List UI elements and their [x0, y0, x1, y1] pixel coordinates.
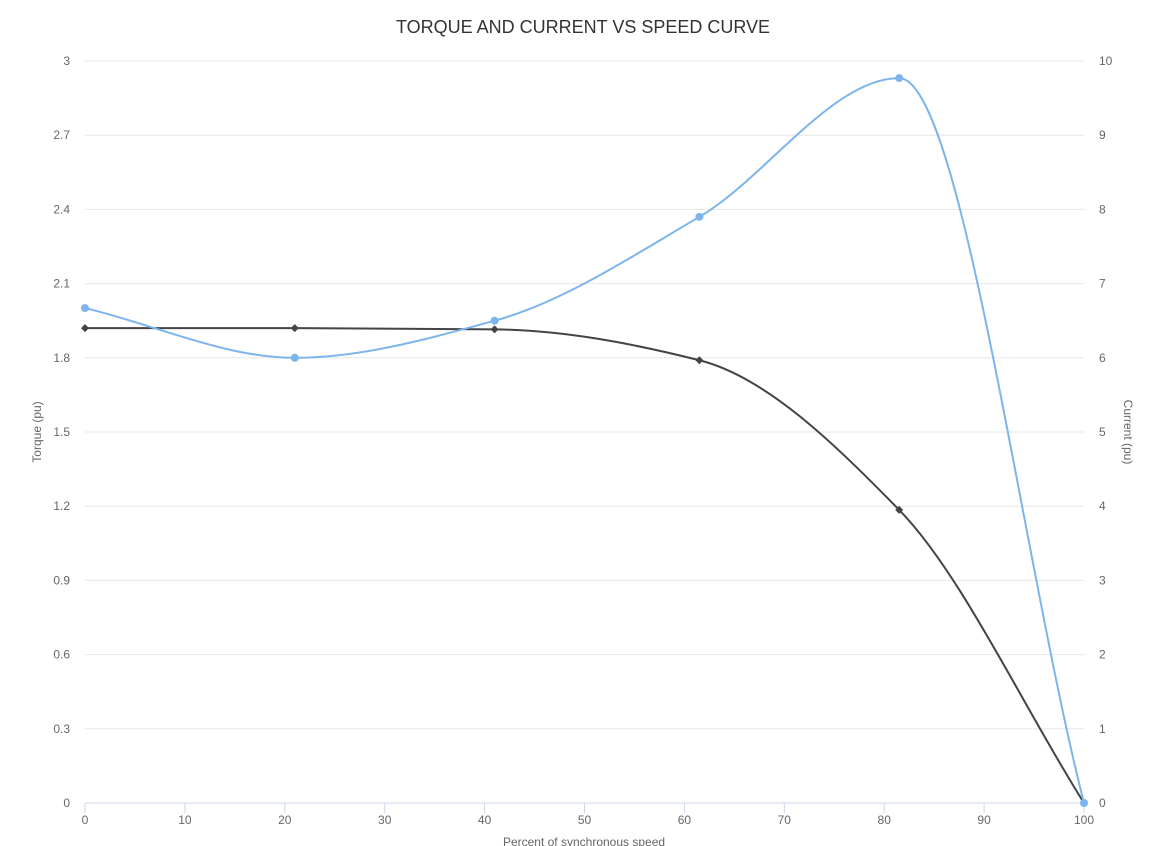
y-left-tick-label: 1.5 [53, 425, 70, 439]
current-data-point[interactable] [1080, 799, 1088, 807]
current-data-point[interactable] [490, 316, 499, 325]
y-left-tick-label: 2.7 [53, 128, 70, 142]
current-data-point[interactable] [81, 304, 89, 313]
torque-data-point[interactable] [895, 505, 904, 514]
torque-series-line [84, 327, 1085, 804]
y-left-tick-label: 2.1 [53, 277, 70, 291]
current-series-line [84, 77, 1085, 804]
x-tick-label: 0 [82, 813, 89, 827]
chart-title: TORQUE AND CURRENT VS SPEED CURVE [396, 17, 770, 37]
y-right-tick-label: 10 [1099, 54, 1113, 68]
y-right-tick-label: 0 [1099, 796, 1106, 810]
y-right-tick-label: 1 [1099, 722, 1106, 736]
x-tick-label: 10 [178, 813, 192, 827]
current-data-point[interactable] [695, 212, 704, 221]
current-data-point[interactable] [290, 353, 299, 362]
y-right-tick-label: 8 [1099, 202, 1106, 216]
torque-data-point[interactable] [695, 356, 704, 365]
x-tick-label: 60 [678, 813, 692, 827]
y-right-tick-label: 5 [1099, 425, 1106, 439]
y-right-tick-label: 4 [1099, 499, 1106, 513]
x-tick-label: 80 [878, 813, 892, 827]
torque-data-point[interactable] [490, 325, 499, 334]
series-group [81, 74, 1088, 807]
y-left-tick-label: 0 [63, 796, 70, 810]
x-tick-label: 90 [977, 813, 991, 827]
y-left-tick-label: 2.4 [53, 202, 70, 216]
axis-ticks: 00.30.60.91.21.51.82.12.42.7301234567891… [53, 54, 1112, 827]
y-right-tick-label: 6 [1099, 351, 1106, 365]
y-left-tick-label: 0.6 [53, 648, 70, 662]
y-left-tick-label: 1.8 [53, 351, 70, 365]
torque-data-point[interactable] [290, 324, 299, 333]
y-axis-right-title: Current (pu) [1121, 400, 1135, 465]
current-data-point[interactable] [895, 74, 904, 83]
y-left-tick-label: 0.3 [53, 722, 70, 736]
y-right-tick-label: 2 [1099, 648, 1106, 662]
y-right-tick-label: 7 [1099, 277, 1106, 291]
x-axis-title: Percent of synchronous speed [503, 835, 665, 846]
y-left-tick-label: 1.2 [53, 499, 70, 513]
torque-data-point[interactable] [81, 324, 89, 333]
x-tick-label: 40 [478, 813, 492, 827]
x-tick-label: 30 [378, 813, 392, 827]
x-tick-label: 20 [278, 813, 292, 827]
y-right-tick-label: 9 [1099, 128, 1106, 142]
x-tick-label: 100 [1074, 813, 1094, 827]
x-tick-label: 50 [578, 813, 592, 827]
x-tick-label: 70 [778, 813, 792, 827]
y-left-tick-label: 3 [63, 54, 70, 68]
grid-lines [85, 60, 1084, 804]
y-right-tick-label: 3 [1099, 573, 1106, 587]
y-left-tick-label: 0.9 [53, 573, 70, 587]
y-axis-left-title: Torque (pu) [30, 401, 44, 462]
